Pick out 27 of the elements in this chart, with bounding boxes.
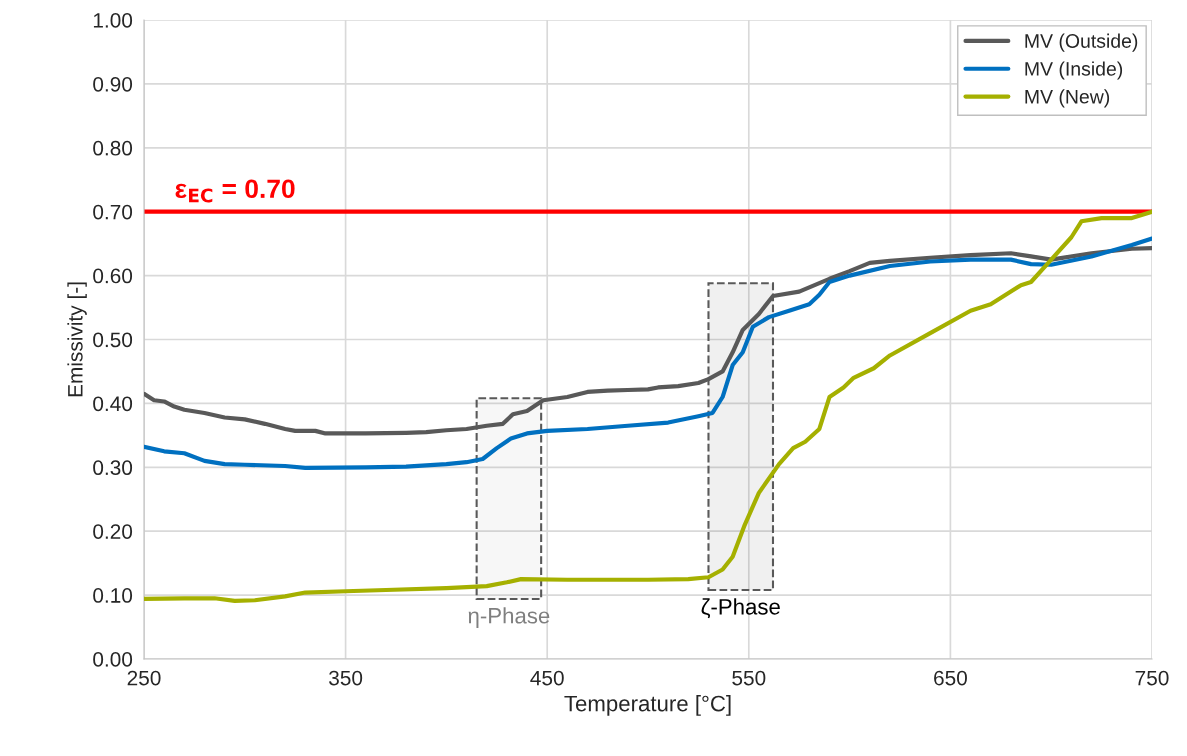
x-tick-label: 250 — [127, 670, 161, 686]
legend-label: MV (Outside) — [1025, 33, 1138, 52]
x-tick-label: 550 — [732, 670, 766, 686]
line-series — [144, 246, 1152, 436]
y-tick-label: 0.20 — [93, 524, 133, 539]
y-tick-label: 0.80 — [93, 140, 133, 156]
band-label: η-Phase — [468, 607, 550, 628]
y-tick-label: 0.70 — [93, 204, 133, 220]
y-tick-label: 0.60 — [93, 268, 133, 284]
y-tick-label: 0.40 — [93, 396, 133, 412]
band-label: ζ-Phase — [701, 598, 780, 619]
y-tick-label: 0.10 — [93, 588, 133, 603]
y-axis-title: Emissivity [-] — [67, 282, 87, 397]
x-tick-label: 650 — [934, 670, 967, 686]
y-tick-label: 0.00 — [93, 652, 133, 667]
legend-label: MV (New) — [1025, 89, 1110, 108]
x-axis-title: Temperature [°C] — [564, 695, 731, 716]
x-tick-label: 350 — [329, 670, 363, 686]
x-tick-label: 750 — [1135, 670, 1169, 686]
y-tick-label: 0.30 — [93, 460, 133, 476]
legend-label: MV (Inside) — [1025, 61, 1123, 80]
x-tick-label: 450 — [530, 670, 564, 686]
ref-line-label: ε$_{EC}$ = 0.70 — [175, 179, 295, 203]
y-tick-label: 0.90 — [93, 76, 133, 92]
y-tick-label: 1.00 — [93, 13, 133, 28]
y-tick-label: 0.50 — [93, 332, 133, 348]
line-series — [144, 236, 1152, 471]
